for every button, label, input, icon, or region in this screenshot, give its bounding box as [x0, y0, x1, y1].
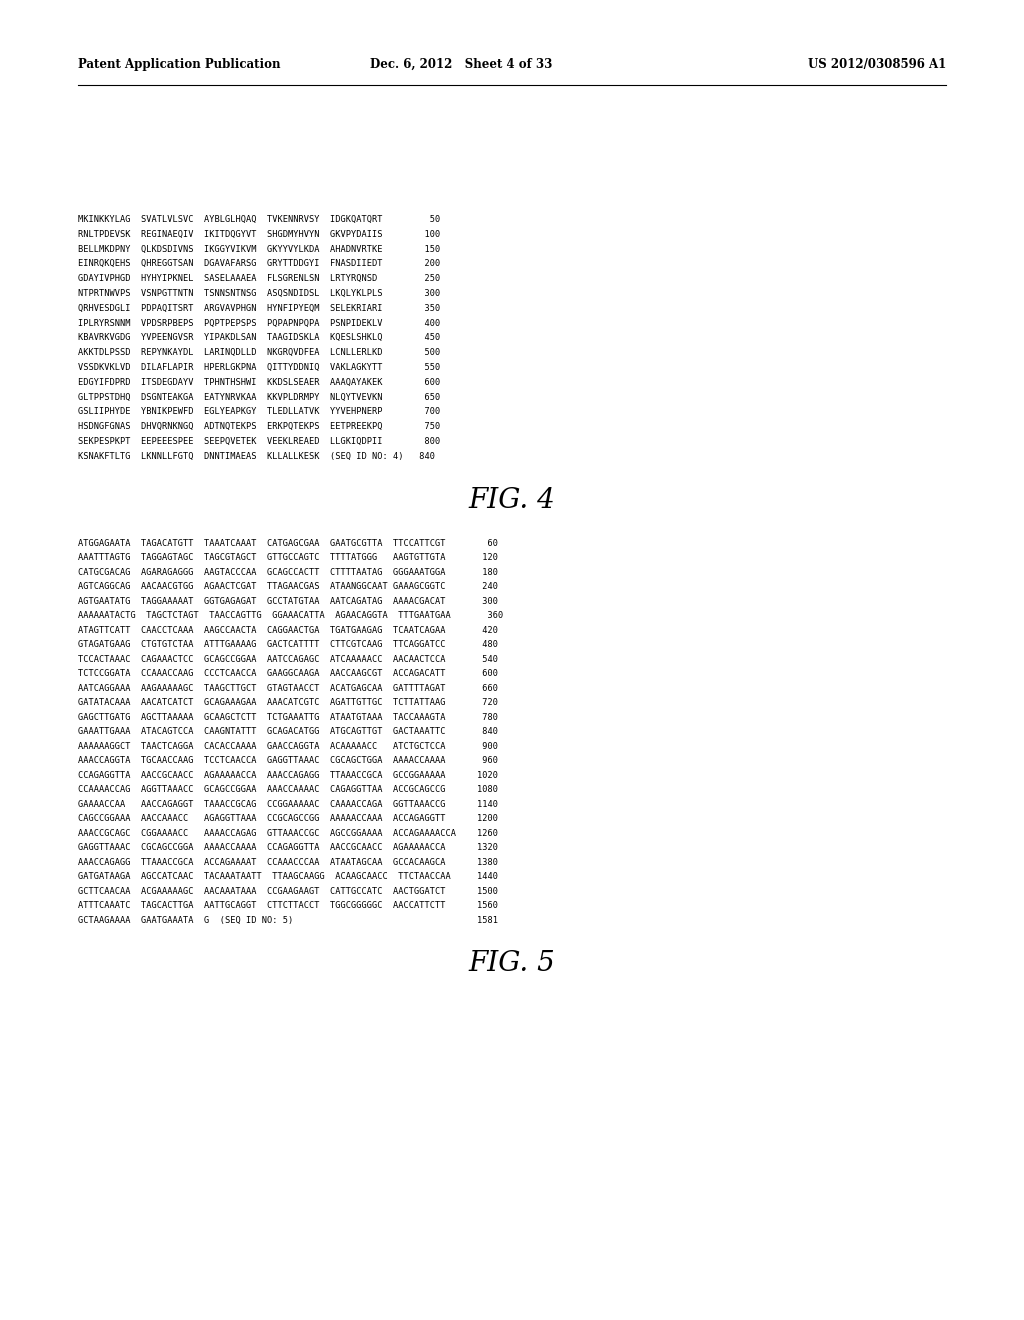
Text: GATGATAAGA  AGCCATCAAC  TACAAATAATT  TTAAGCAAGG  ACAAGCAACC  TTCTAACCAA     1440: GATGATAAGA AGCCATCAAC TACAAATAATT TTAAGC… — [78, 873, 498, 882]
Text: Dec. 6, 2012   Sheet 4 of 33: Dec. 6, 2012 Sheet 4 of 33 — [370, 58, 552, 71]
Text: CATGCGACAG  AGARAGAGGG  AAGTACCCAA  GCAGCCACTT  CTTTTAATAG  GGGAAATGGA       180: CATGCGACAG AGARAGAGGG AAGTACCCAA GCAGCCA… — [78, 568, 498, 577]
Text: AAATTTAGTG  TAGGAGTAGC  TAGCGTAGCT  GTTGCCAGTC  TTTTATGGG   AAGTGTTGTA       120: AAATTTAGTG TAGGAGTAGC TAGCGTAGCT GTTGCCA… — [78, 553, 498, 562]
Text: SEKPESPKPT  EEPEEESPEE  SEEPQVETEK  VEEKLREAED  LLGKIQDPII        800: SEKPESPKPT EEPEEESPEE SEEPQVETEK VEEKLRE… — [78, 437, 440, 446]
Text: IPLRYRSNNM  VPDSRPBEPS  PQPTPEPSPS  PQPAPNPQPA  PSNPIDEKLV        400: IPLRYRSNNM VPDSRPBEPS PQPTPEPSPS PQPAPNP… — [78, 318, 440, 327]
Text: FIG. 5: FIG. 5 — [469, 950, 555, 977]
Text: GAAATTGAAA  ATACAGTCCA  CAAGNTATTT  GCAGACATGG  ATGCAGTTGT  GACTAAATTC       840: GAAATTGAAA ATACAGTCCA CAAGNTATTT GCAGACA… — [78, 727, 498, 737]
Text: GAAAACCAA   AACCAGAGGT  TAAACCGCAG  CCGGAAAAAC  CAAAACCAGA  GGTTAAACCG      1140: GAAAACCAA AACCAGAGGT TAAACCGCAG CCGGAAAA… — [78, 800, 498, 809]
Text: AAACCAGGTA  TGCAACCAAG  TCCTCAACCA  GAGGTTAAAC  CGCAGCTGGA  AAAACCAAAA       960: AAACCAGGTA TGCAACCAAG TCCTCAACCA GAGGTTA… — [78, 756, 498, 766]
Text: RNLTPDEVSK  REGINAEQIV  IKITDQGYVT  SHGDMYHVYN  GKVPYDAIIS        100: RNLTPDEVSK REGINAEQIV IKITDQGYVT SHGDMYH… — [78, 230, 440, 239]
Text: BELLMKDPNY  QLKDSDIVNS  IKGGYVIKVM  GKYYVYLKDA  AHADNVRTKE        150: BELLMKDPNY QLKDSDIVNS IKGGYVIKVM GKYYVYL… — [78, 244, 440, 253]
Text: GTAGATGAAG  CTGTGTCTAA  ATTTGAAAAG  GACTCATTTT  CTTCGTCAAG  TTCAGGATCC       480: GTAGATGAAG CTGTGTCTAA ATTTGAAAAG GACTCAT… — [78, 640, 498, 649]
Text: AAACCAGAGG  TTAAACCGCA  ACCAGAAAAT  CCAAACCCAA  ATAATAGCAA  GCCACAAGCA      1380: AAACCAGAGG TTAAACCGCA ACCAGAAAAT CCAAACC… — [78, 858, 498, 867]
Text: GCTAAGAAAA  GAATGAAATA  G  (SEQ ID NO: 5)                                   1581: GCTAAGAAAA GAATGAAATA G (SEQ ID NO: 5) 1… — [78, 916, 498, 924]
Text: CAGCCGGAAA  AACCAAACC   AGAGGTTAAA  CCGCAGCCGG  AAAAACCAAA  ACCAGAGGTT      1200: CAGCCGGAAA AACCAAACC AGAGGTTAAA CCGCAGCC… — [78, 814, 498, 824]
Text: AAACCGCAGC  CGGAAAACC   AAAACCAGAG  GTTAAACCGC  AGCCGGAAAA  ACCAGAAAACCA    1260: AAACCGCAGC CGGAAAACC AAAACCAGAG GTTAAACC… — [78, 829, 498, 838]
Text: AATCAGGAAA  AAGAAAAAGC  TAAGCTTGCT  GTAGTAACCT  ACATGAGCAA  GATTTTAGAT       660: AATCAGGAAA AAGAAAAAGC TAAGCTTGCT GTAGTAA… — [78, 684, 498, 693]
Text: ATAGTTCATT  CAACCTCAAA  AAGCCAACTA  CAGGAACTGA  TGATGAAGAG  TCAATCAGAA       420: ATAGTTCATT CAACCTCAAA AAGCCAACTA CAGGAAC… — [78, 626, 498, 635]
Text: GATATACAAA  AACATCATCT  GCAGAAAGAA  AAACATCGTC  AGATTGTTGC  TCTTATTAAG       720: GATATACAAA AACATCATCT GCAGAAAGAA AAACATC… — [78, 698, 498, 708]
Text: CCAGAGGTTA  AACCGCAACC  AGAAAAACCA  AAACCAGAGG  TTAAACCGCA  GCCGGAAAAA      1020: CCAGAGGTTA AACCGCAACC AGAAAAACCA AAACCAG… — [78, 771, 498, 780]
Text: GDAYIVPHGD  HYHYIPKNEL  SASELAAAEA  FLSGRENLSN  LRTYRQNSD         250: GDAYIVPHGD HYHYIPKNEL SASELAAAEA FLSGREN… — [78, 275, 440, 284]
Text: ATGGAGAATA  TAGACATGTT  TAAATCAAAT  CATGAGCGAA  GAATGCGTTA  TTCCATTCGT        60: ATGGAGAATA TAGACATGTT TAAATCAAAT CATGAGC… — [78, 539, 498, 548]
Text: AAAAAATACTG  TAGCTCTAGT  TAACCAGTTG  GGAAACATTA  AGAACAGGTA  TTTGAATGAA       36: AAAAAATACTG TAGCTCTAGT TAACCAGTTG GGAAAC… — [78, 611, 503, 620]
Text: MKINKKYLAG  SVATLVLSVC  AYBLGLHQAQ  TVKENNRVSY  IDGKQATQRT         50: MKINKKYLAG SVATLVLSVC AYBLGLHQAQ TVKENNR… — [78, 215, 440, 224]
Text: AAAAAAGGCT  TAACTCAGGA  CACACCAAAA  GAACCAGGTA  ACAAAAACC   ATCTGCTCCA       900: AAAAAAGGCT TAACTCAGGA CACACCAAAA GAACCAG… — [78, 742, 498, 751]
Text: QRHVESDGLI  PDPAQITSRT  ARGVAVPHGN  HYNFIPYEQM  SELEKRIARI        350: QRHVESDGLI PDPAQITSRT ARGVAVPHGN HYNFIPY… — [78, 304, 440, 313]
Text: NTPRTNWVPS  VSNPGTTNTN  TSNNSNTNSG  ASQSNDIDSL  LKQLYKLPLS        300: NTPRTNWVPS VSNPGTTNTN TSNNSNTNSG ASQSNDI… — [78, 289, 440, 298]
Text: AGTGAATATG  TAGGAAAAAT  GGTGAGAGAT  GCCTATGTAA  AATCAGATAG  AAAACGACAT       300: AGTGAATATG TAGGAAAAAT GGTGAGAGAT GCCTATG… — [78, 597, 498, 606]
Text: CCAAAACCAG  AGGTTAAACC  GCAGCCGGAA  AAACCAAAAC  CAGAGGTTAA  ACCGCAGCCG      1080: CCAAAACCAG AGGTTAAACC GCAGCCGGAA AAACCAA… — [78, 785, 498, 795]
Text: KSNAKFTLTG  LKNNLLFGTQ  DNNTIMAEAS  KLLALLKESK  (SEQ ID NO: 4)   840: KSNAKFTLTG LKNNLLFGTQ DNNTIMAEAS KLLALLK… — [78, 451, 435, 461]
Text: GCTTCAACAA  ACGAAAAAGC  AACAAATAAA  CCGAAGAAGT  CATTGCCATC  AACTGGATCT      1500: GCTTCAACAA ACGAAAAAGC AACAAATAAA CCGAAGA… — [78, 887, 498, 895]
Text: EINRQKQEHS  QHREGGTSAN  DGAVAFARSG  GRYTTDDGYI  FNASDIIEDT        200: EINRQKQEHS QHREGGTSAN DGAVAFARSG GRYTTDD… — [78, 260, 440, 268]
Text: VSSDKVKLVD  DILAFLAPIR  HPERLGKPNA  QITTYDDNIQ  VAKLAGKYTT        550: VSSDKVKLVD DILAFLAPIR HPERLGKPNA QITTYDD… — [78, 363, 440, 372]
Text: GAGGTTAAAC  CGCAGCCGGA  AAAACCAAAA  CCAGAGGTTA  AACCGCAACC  AGAAAAACCA      1320: GAGGTTAAAC CGCAGCCGGA AAAACCAAAA CCAGAGG… — [78, 843, 498, 853]
Text: FIG. 4: FIG. 4 — [469, 487, 555, 513]
Text: Patent Application Publication: Patent Application Publication — [78, 58, 281, 71]
Text: GSLIIPHYDE  YBNIKPEWFD  EGLYEAPKGY  TLEDLLATVK  YYVEHPNERP        700: GSLIIPHYDE YBNIKPEWFD EGLYEAPKGY TLEDLLA… — [78, 408, 440, 416]
Text: GAGCTTGATG  AGCTTAAAAA  GCAAGCTCTT  TCTGAAATTG  ATAATGTAAA  TACCAAAGTA       780: GAGCTTGATG AGCTTAAAAA GCAAGCTCTT TCTGAAA… — [78, 713, 498, 722]
Text: KBAVRKVGDG  YVPEENGVSR  YIPAKDLSAN  TAAGIDSKLA  KQESLSHKLQ        450: KBAVRKVGDG YVPEENGVSR YIPAKDLSAN TAAGIDS… — [78, 334, 440, 342]
Text: HSDNGFGNAS  DHVQRNKNGQ  ADTNQTEKPS  ERKPQTEKPS  EETPREEKPQ        750: HSDNGFGNAS DHVQRNKNGQ ADTNQTEKPS ERKPQTE… — [78, 422, 440, 432]
Text: EDGYIFDPRD  ITSDEGDAYV  TPHNTHSHWI  KKDSLSEAER  AAAQAYAKEK        600: EDGYIFDPRD ITSDEGDAYV TPHNTHSHWI KKDSLSE… — [78, 378, 440, 387]
Text: TCTCCGGATA  CCAAACCAAG  CCCTCAACCA  GAAGGCAAGA  AACCAAGCGT  ACCAGACATT       600: TCTCCGGATA CCAAACCAAG CCCTCAACCA GAAGGCA… — [78, 669, 498, 678]
Text: AKKTDLPSSD  REPYNKAYDL  LARINQDLLD  NKGRQVDFEA  LCNLLERLKD        500: AKKTDLPSSD REPYNKAYDL LARINQDLLD NKGRQVD… — [78, 348, 440, 358]
Text: AGTCAGGCAG  AACAACGTGG  AGAACTCGAT  TTAGAACGAS  ATAANGGCAAT GAAAGCGGTC       240: AGTCAGGCAG AACAACGTGG AGAACTCGAT TTAGAAC… — [78, 582, 498, 591]
Text: US 2012/0308596 A1: US 2012/0308596 A1 — [808, 58, 946, 71]
Text: ATTTCAAATC  TAGCACTTGA  AATTGCAGGT  CTTCTTACCT  TGGCGGGGGC  AACCATTCTT      1560: ATTTCAAATC TAGCACTTGA AATTGCAGGT CTTCTTA… — [78, 902, 498, 909]
Text: TCCACTAAAC  CAGAAACTCC  GCAGCCGGAA  AATCCAGAGC  ATCAAAAACC  AACAACTCCA       540: TCCACTAAAC CAGAAACTCC GCAGCCGGAA AATCCAG… — [78, 655, 498, 664]
Text: GLTPPSTDHQ  DSGNTEAKGA  EATYNRVKAA  KKVPLDRMPY  NLQYTVEVKN        650: GLTPPSTDHQ DSGNTEAKGA EATYNRVKAA KKVPLDR… — [78, 392, 440, 401]
